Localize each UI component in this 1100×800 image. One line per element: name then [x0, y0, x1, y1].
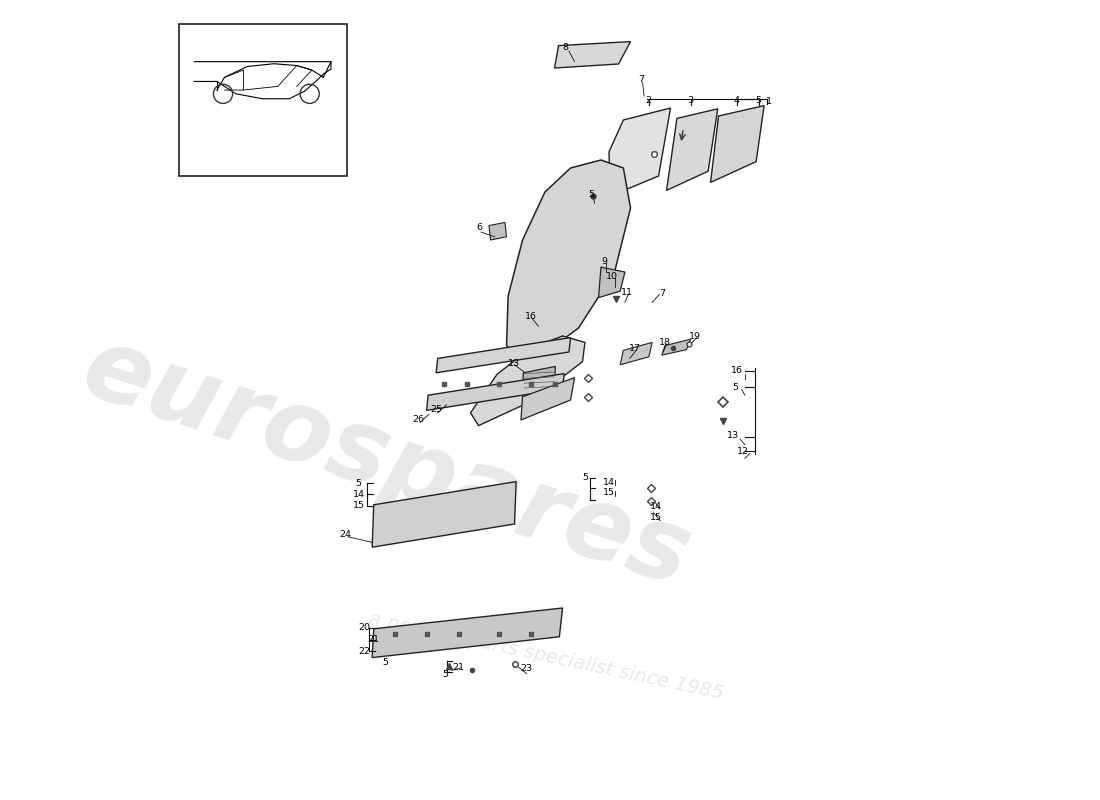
Text: a porsche parts specialist since 1985: a porsche parts specialist since 1985: [367, 609, 726, 703]
Text: 20: 20: [359, 622, 370, 632]
Text: 1: 1: [766, 97, 772, 106]
Text: 7: 7: [638, 74, 644, 84]
Polygon shape: [598, 267, 625, 298]
Polygon shape: [372, 608, 562, 658]
Polygon shape: [436, 338, 571, 373]
Text: 5: 5: [582, 473, 587, 482]
Text: 5: 5: [733, 383, 738, 393]
Polygon shape: [471, 336, 585, 426]
Bar: [178, 24, 346, 176]
Polygon shape: [427, 374, 564, 410]
Polygon shape: [667, 109, 717, 190]
Text: 11: 11: [620, 288, 632, 298]
Text: 21: 21: [367, 635, 380, 645]
Text: 15: 15: [603, 488, 615, 498]
Text: 21: 21: [452, 662, 464, 672]
Text: eurospares: eurospares: [70, 320, 703, 608]
Polygon shape: [522, 366, 556, 392]
Text: 4: 4: [734, 96, 740, 106]
Text: 15: 15: [650, 513, 662, 522]
Polygon shape: [506, 160, 630, 366]
Text: 8: 8: [563, 43, 569, 53]
Text: 26: 26: [412, 414, 425, 424]
Polygon shape: [662, 339, 691, 355]
Text: 17: 17: [628, 343, 640, 353]
Text: 5: 5: [588, 190, 594, 199]
Text: 5: 5: [382, 658, 388, 667]
Text: 9: 9: [601, 257, 607, 266]
Polygon shape: [609, 108, 671, 196]
Text: 14: 14: [650, 502, 662, 511]
Polygon shape: [620, 342, 652, 365]
Text: 19: 19: [690, 331, 702, 341]
Text: 6: 6: [476, 223, 482, 233]
Text: 13: 13: [508, 358, 520, 368]
Text: 16: 16: [525, 312, 537, 322]
Text: 12: 12: [737, 447, 749, 457]
Text: 13: 13: [727, 431, 739, 441]
Polygon shape: [488, 222, 506, 240]
Text: 18: 18: [659, 338, 671, 347]
Text: 16: 16: [730, 366, 743, 375]
Polygon shape: [711, 106, 764, 182]
Text: 15: 15: [352, 501, 364, 510]
Text: 2: 2: [645, 96, 651, 106]
Polygon shape: [372, 482, 516, 547]
Text: 7: 7: [659, 289, 664, 298]
Text: 22: 22: [359, 646, 370, 656]
Text: 5: 5: [756, 96, 761, 106]
Text: 25: 25: [430, 405, 442, 414]
Text: 5: 5: [442, 670, 449, 679]
Text: 23: 23: [520, 664, 532, 674]
Polygon shape: [554, 42, 630, 68]
Text: 14: 14: [352, 490, 364, 499]
Text: 3: 3: [688, 96, 694, 106]
Text: 10: 10: [606, 272, 618, 282]
Polygon shape: [521, 378, 574, 420]
Text: 24: 24: [339, 530, 351, 539]
Text: 5: 5: [355, 478, 362, 488]
Text: 14: 14: [603, 478, 615, 487]
